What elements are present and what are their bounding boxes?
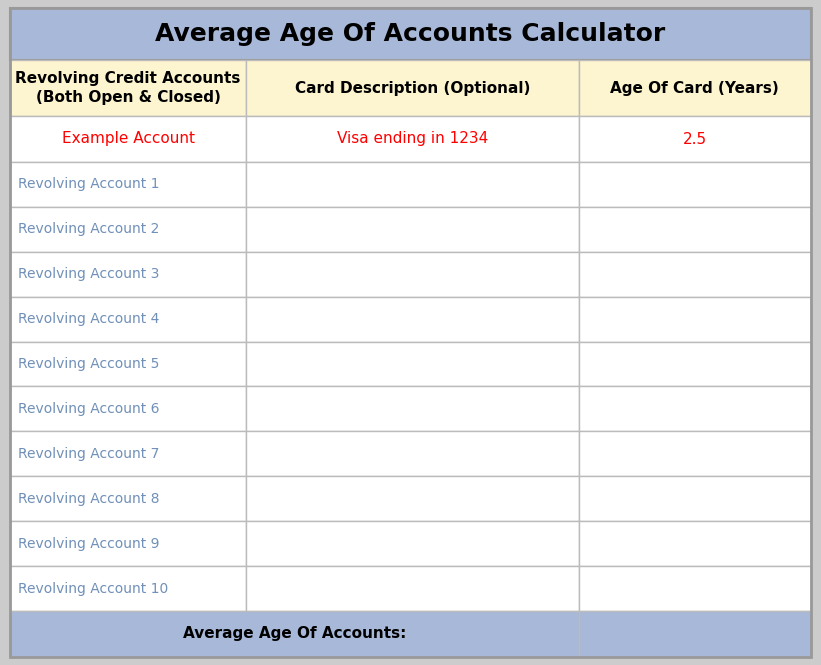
Bar bbox=[579, 566, 811, 611]
Bar bbox=[246, 207, 579, 252]
Text: Revolving Account 7: Revolving Account 7 bbox=[18, 447, 159, 461]
Bar bbox=[10, 521, 246, 566]
Bar bbox=[10, 116, 246, 162]
Text: Revolving Credit Accounts
(Both Open & Closed): Revolving Credit Accounts (Both Open & C… bbox=[16, 71, 241, 105]
Bar bbox=[579, 342, 811, 386]
Text: Example Account: Example Account bbox=[62, 132, 195, 146]
Bar bbox=[10, 342, 246, 386]
Bar bbox=[246, 297, 579, 342]
Bar bbox=[579, 207, 811, 252]
Bar bbox=[10, 8, 811, 60]
Bar bbox=[579, 60, 811, 116]
Bar bbox=[10, 162, 246, 207]
Bar bbox=[10, 386, 246, 432]
Bar bbox=[246, 116, 579, 162]
Bar bbox=[579, 386, 811, 432]
Bar bbox=[246, 162, 579, 207]
Bar bbox=[579, 521, 811, 566]
Bar bbox=[579, 162, 811, 207]
Bar bbox=[10, 297, 246, 342]
Text: 2.5: 2.5 bbox=[683, 132, 707, 146]
Bar bbox=[579, 297, 811, 342]
Bar bbox=[10, 207, 246, 252]
Text: Revolving Account 5: Revolving Account 5 bbox=[18, 357, 159, 371]
Bar bbox=[10, 60, 246, 116]
Bar bbox=[10, 611, 579, 657]
Bar bbox=[10, 566, 246, 611]
Text: Age Of Card (Years): Age Of Card (Years) bbox=[611, 80, 779, 96]
Text: Average Age Of Accounts:: Average Age Of Accounts: bbox=[182, 626, 406, 642]
Text: Visa ending in 1234: Visa ending in 1234 bbox=[337, 132, 488, 146]
Bar bbox=[579, 476, 811, 521]
Bar bbox=[246, 521, 579, 566]
Text: Average Age Of Accounts Calculator: Average Age Of Accounts Calculator bbox=[155, 22, 666, 46]
Bar bbox=[10, 476, 246, 521]
Bar bbox=[579, 252, 811, 297]
Bar bbox=[246, 386, 579, 432]
Text: Card Description (Optional): Card Description (Optional) bbox=[295, 80, 530, 96]
Text: Revolving Account 2: Revolving Account 2 bbox=[18, 222, 159, 236]
Bar bbox=[579, 432, 811, 476]
Text: Revolving Account 9: Revolving Account 9 bbox=[18, 537, 159, 551]
Bar bbox=[10, 252, 246, 297]
Text: Revolving Account 3: Revolving Account 3 bbox=[18, 267, 159, 281]
Text: Revolving Account 1: Revolving Account 1 bbox=[18, 178, 159, 192]
Bar bbox=[246, 60, 579, 116]
Bar bbox=[246, 476, 579, 521]
Text: Revolving Account 6: Revolving Account 6 bbox=[18, 402, 159, 416]
Bar bbox=[246, 566, 579, 611]
Bar bbox=[246, 432, 579, 476]
Bar bbox=[579, 116, 811, 162]
Bar bbox=[246, 252, 579, 297]
Bar bbox=[579, 611, 811, 657]
Text: Revolving Account 4: Revolving Account 4 bbox=[18, 312, 159, 326]
Bar bbox=[10, 432, 246, 476]
Bar bbox=[246, 342, 579, 386]
Text: Revolving Account 10: Revolving Account 10 bbox=[18, 582, 168, 596]
Text: Revolving Account 8: Revolving Account 8 bbox=[18, 491, 159, 506]
